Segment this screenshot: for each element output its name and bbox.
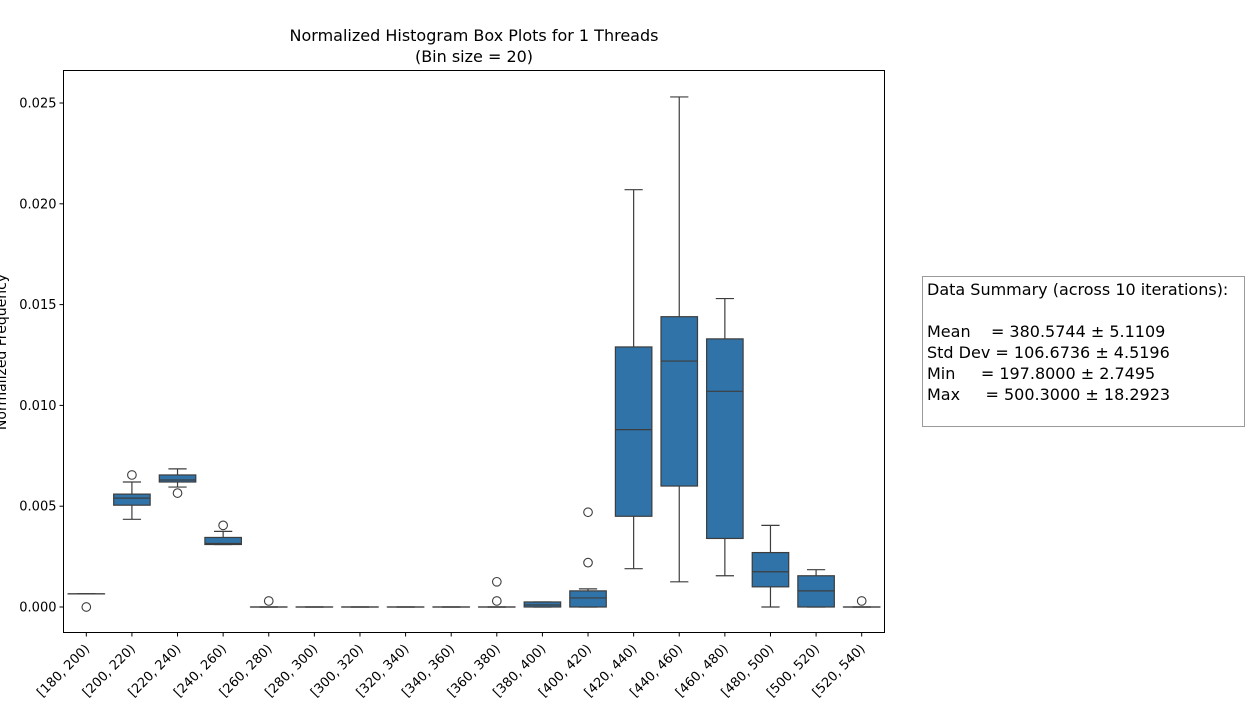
outlier-point xyxy=(491,596,502,606)
outlier-point xyxy=(81,602,92,612)
outlier-point xyxy=(218,520,228,531)
y-tick-label: 0.010 xyxy=(19,399,56,414)
plot-frame xyxy=(63,70,885,633)
y-tick-label: 0.000 xyxy=(19,601,56,616)
box-3 xyxy=(204,520,242,546)
plot-area xyxy=(67,96,881,612)
box-15 xyxy=(751,524,790,608)
box-body xyxy=(204,536,242,546)
box-body xyxy=(751,551,790,588)
box-4 xyxy=(249,596,288,608)
box-body xyxy=(158,474,197,483)
box-1 xyxy=(113,470,151,520)
box-body xyxy=(614,346,653,517)
outlier-point xyxy=(583,507,593,518)
outlier-point xyxy=(172,488,183,498)
summary-max: Max = 500.3000 ± 18.2923 xyxy=(927,385,1171,404)
box-10 xyxy=(523,601,562,608)
data-summary-box: Data Summary (across 10 iterations): Mea… xyxy=(922,276,1245,427)
box-17 xyxy=(842,596,881,608)
box-body xyxy=(660,316,699,487)
box-12 xyxy=(614,189,653,570)
y-tick-label: 0.015 xyxy=(19,298,56,313)
summary-spacer xyxy=(927,300,1240,321)
chart-subtitle: (Bin size = 20) xyxy=(415,47,533,66)
box-body xyxy=(113,493,151,506)
y-tick-label: 0.025 xyxy=(19,97,56,112)
y-tick-label: 0.005 xyxy=(19,500,56,515)
box-14 xyxy=(706,297,744,577)
box-11 xyxy=(569,507,607,608)
summary-mean: Mean = 380.5744 ± 5.1109 xyxy=(927,322,1166,341)
box-13 xyxy=(660,96,699,583)
y-axis: 0.000 0.005 0.010 0.015 0.020 0.025 xyxy=(19,97,64,616)
box-2 xyxy=(158,468,197,498)
chart-title: Normalized Histogram Box Plots for 1 Thr… xyxy=(290,26,659,45)
box-body xyxy=(569,590,607,608)
summary-std-dev: Std Dev = 106.6736 ± 4.5196 xyxy=(927,343,1170,362)
outlier-point xyxy=(856,596,867,606)
outlier-point xyxy=(127,470,137,480)
summary-min: Min = 197.8000 ± 2.7495 xyxy=(927,364,1156,383)
y-axis-label: Normalized Frequency xyxy=(0,274,10,430)
outlier-point xyxy=(263,596,274,606)
x-axis: [180, 200)[200, 220)[220, 240)[240, 260)… xyxy=(34,632,869,700)
summary-title: Data Summary (across 10 iterations): xyxy=(927,280,1229,299)
box-0 xyxy=(67,593,106,612)
y-tick-label: 0.020 xyxy=(19,197,56,212)
box-16 xyxy=(797,569,835,608)
box-9 xyxy=(477,576,516,608)
outlier-point xyxy=(491,576,502,587)
outlier-point xyxy=(583,557,593,568)
box-body xyxy=(706,338,744,540)
